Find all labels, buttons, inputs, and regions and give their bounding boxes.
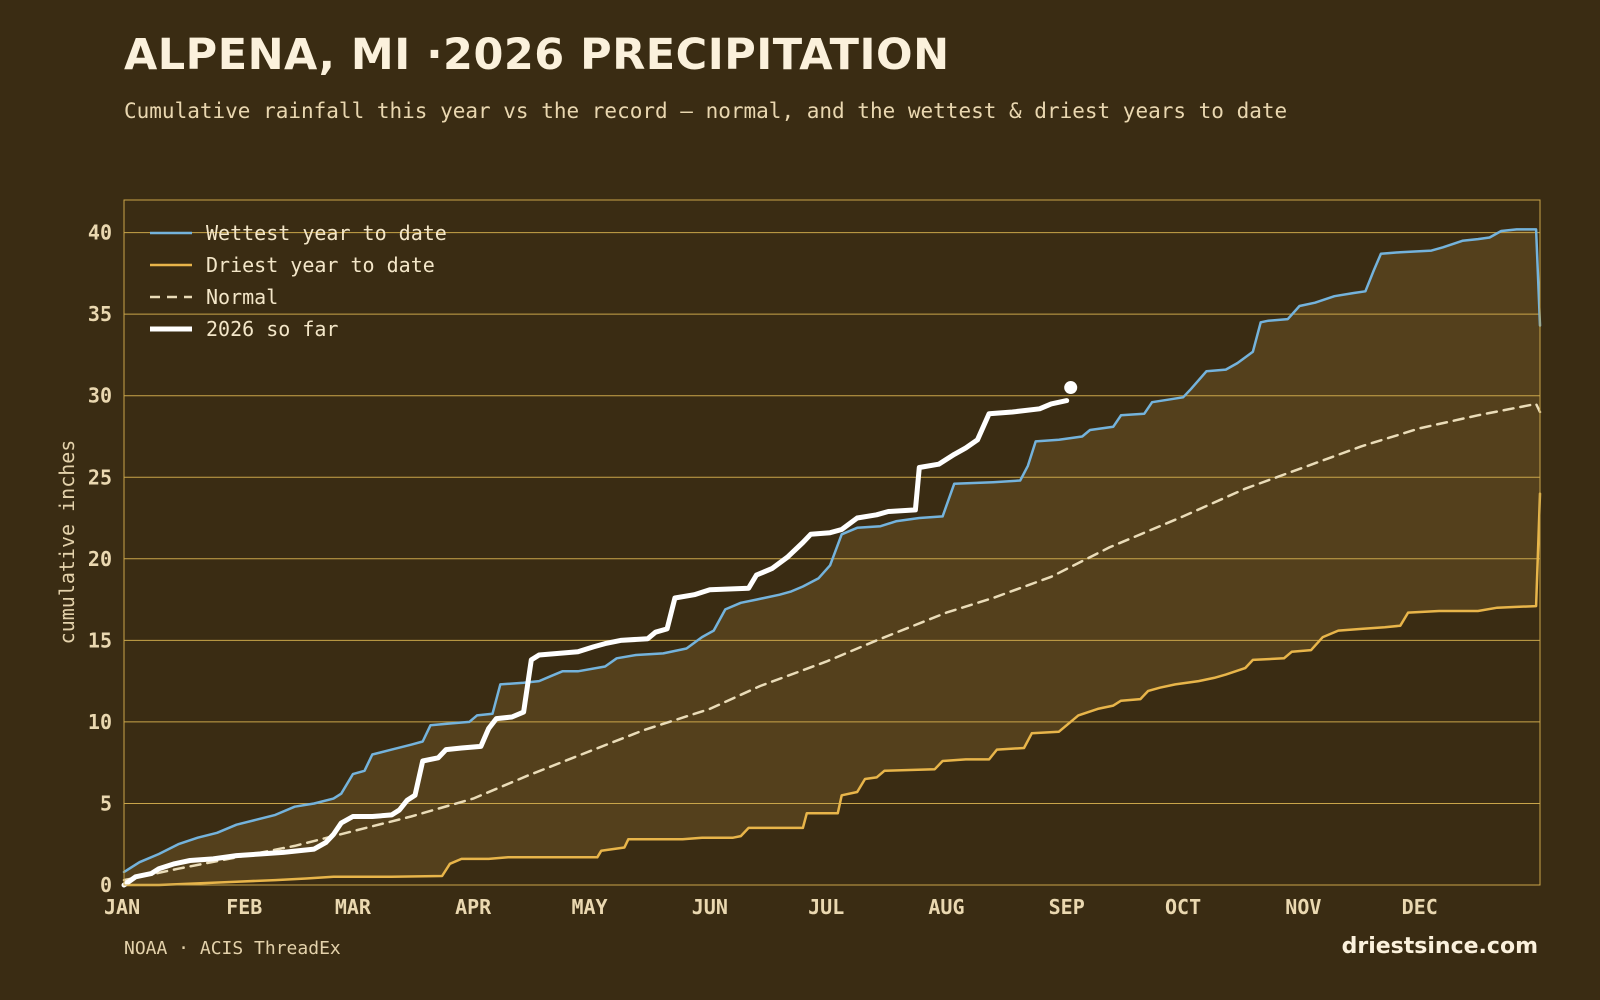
current-year-line <box>121 398 1070 888</box>
x-tick-mar: MAR <box>335 895 372 919</box>
x-tick-jan: JAN <box>104 895 140 919</box>
x-tick-may: MAY <box>571 895 607 919</box>
chart-title: ALPENA, MI ·2026 PRECIPITATION <box>124 30 950 80</box>
band-area <box>124 229 1540 885</box>
y-tick-labels: 0 5 10 15 20 25 30 35 40 <box>88 221 112 897</box>
chart-subtitle: Cumulative rainfall this year vs the rec… <box>124 99 1288 123</box>
y-tick-10: 10 <box>88 710 112 734</box>
legend-label-normal-line: Normal <box>206 285 278 309</box>
x-tick-labels: JAN FEB MAR APR MAY JUN JUL AUG SEP OCT NOV DEC <box>104 895 1438 919</box>
x-tick-sep: SEP <box>1049 895 1085 919</box>
legend: Wettest year to date Driest year to date N… <box>150 221 447 341</box>
x-tick-apr: APR <box>455 895 492 919</box>
legend-label-wettest-line: Wettest year to date <box>206 221 447 245</box>
y-tick-5: 5 <box>100 791 112 815</box>
x-tick-aug: AUG <box>928 895 964 919</box>
data-source: NOAA · ACIS ThreadEx <box>124 938 341 959</box>
series-lines <box>121 228 1542 888</box>
y-axis-label: cumulative inches <box>55 440 79 645</box>
x-tick-jul: JUL <box>808 895 844 919</box>
legend-label-current-year-line: 2026 so far <box>206 317 338 341</box>
y-tick-25: 25 <box>88 465 112 489</box>
wet-dry-band <box>124 229 1540 885</box>
legend-label-driest-line: Driest year to date <box>206 253 435 277</box>
x-tick-feb: FEB <box>226 895 262 919</box>
plot-frame <box>123 199 1541 886</box>
brand-link[interactable]: driestsince.com <box>1341 934 1538 959</box>
current-value-marker <box>1064 381 1078 395</box>
normal-line <box>122 402 1542 882</box>
driest-line <box>122 492 1542 887</box>
x-tick-nov: NOV <box>1285 895 1321 919</box>
x-tick-jun: JUN <box>692 895 728 919</box>
wettest-line <box>122 228 1542 874</box>
y-tick-40: 40 <box>88 221 112 245</box>
y-tick-15: 15 <box>88 628 112 652</box>
y-tick-30: 30 <box>88 384 112 408</box>
y-tick-35: 35 <box>88 302 112 326</box>
y-tick-0: 0 <box>100 873 112 897</box>
y-tick-20: 20 <box>88 547 112 571</box>
x-tick-dec: DEC <box>1402 895 1438 919</box>
x-tick-oct: OCT <box>1165 895 1201 919</box>
